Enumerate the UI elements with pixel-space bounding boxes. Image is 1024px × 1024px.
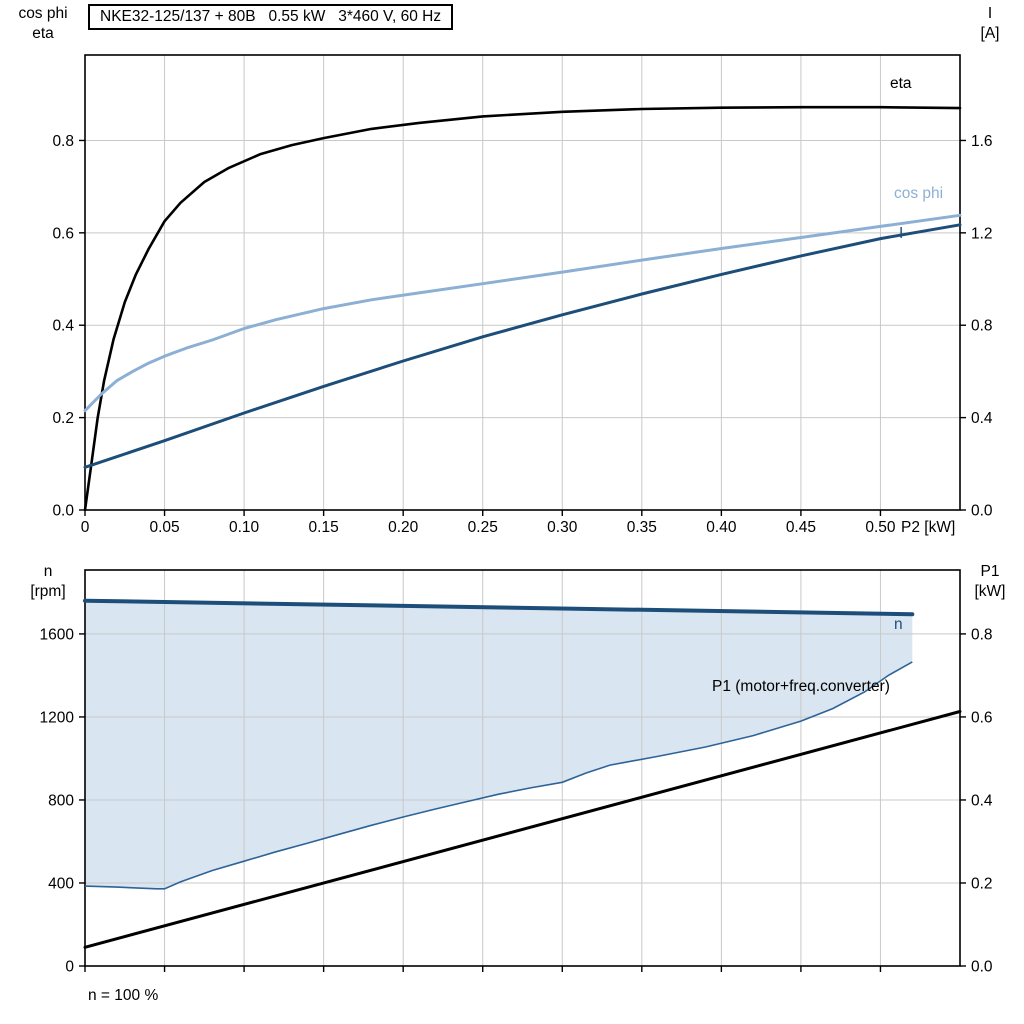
y-right-tick-label: 0.8 [971, 318, 993, 335]
x-tick-label: 0.25 [468, 519, 498, 536]
top-chart-left-axis-title: cos phi eta [18, 5, 68, 42]
y-left-tick-label: 0.0 [52, 503, 74, 520]
x-tick-label: 0.40 [706, 519, 737, 536]
series-n [83, 598, 915, 617]
y-right-tick-label: 1.2 [971, 225, 993, 242]
y-left-tick-label: 1200 [40, 709, 75, 726]
y-left-tick-label: 0.4 [52, 318, 74, 335]
chart-title: NKE32-125/137 + 80B 0.55 kW 3*460 V, 60 … [88, 4, 454, 30]
y-left-tick-label: 400 [48, 875, 74, 892]
top-chart-right-axis-title: I [A] [980, 5, 1000, 42]
y-left-tick-label: 0.6 [52, 225, 74, 242]
plot-frame [84, 569, 961, 967]
x-tick-label: 0.20 [388, 519, 419, 536]
x-tick-label: 0.05 [149, 519, 179, 536]
x-tick-label: 0.45 [786, 519, 816, 536]
y-left-tick-label: 1600 [40, 626, 75, 643]
series-current [83, 223, 962, 469]
y-right-tick-label: 1.6 [971, 133, 993, 150]
p1-curve-label: P1 (motor+freq.converter) [712, 678, 890, 695]
y-right-tick-label: 0.6 [971, 709, 993, 726]
series-cos-phi [83, 213, 962, 413]
y-right-tick-label: 0.0 [971, 503, 993, 520]
area-speed-control-range [85, 600, 913, 889]
y-right-tick-label: 0.4 [971, 792, 993, 809]
y-left-tick-label: 0.8 [52, 133, 74, 150]
x-tick-label: 0.50 [865, 519, 896, 536]
y-left-tick-label: 0 [65, 959, 74, 976]
y-left-tick-label: 800 [48, 792, 74, 809]
x-tick-label: 0.10 [229, 519, 260, 536]
x-tick-label: 0.35 [627, 519, 657, 536]
y-right-tick-label: 0.8 [971, 626, 993, 643]
n-curve-label: n [894, 616, 903, 633]
y-right-tick-label: 0.4 [971, 410, 993, 427]
y-right-tick-label: 0.2 [971, 875, 993, 892]
bottom-chart-left-axis-title: n [rpm] [30, 563, 66, 600]
eta-curve-label: eta [890, 75, 912, 92]
x-axis-title: P2 [kW] [901, 519, 956, 536]
x-tick-label: 0 [81, 519, 90, 536]
area-boundary-speed-control-range [84, 661, 913, 890]
x-tick-label: 0.30 [547, 519, 578, 536]
y-right-tick-label: 0.0 [971, 959, 993, 976]
series-eta [83, 105, 962, 512]
y-left-tick-label: 0.2 [52, 410, 74, 427]
cos-phi-curve-label: cos phi [894, 185, 944, 202]
x-tick-label: 0.15 [309, 519, 339, 536]
series-p1 [83, 710, 962, 949]
plot-frame [84, 54, 961, 511]
speed-annotation: n = 100 % [88, 987, 159, 1004]
bottom-chart-right-axis-title: P1 [kW] [974, 563, 1006, 600]
current-curve-label: I [899, 225, 904, 242]
